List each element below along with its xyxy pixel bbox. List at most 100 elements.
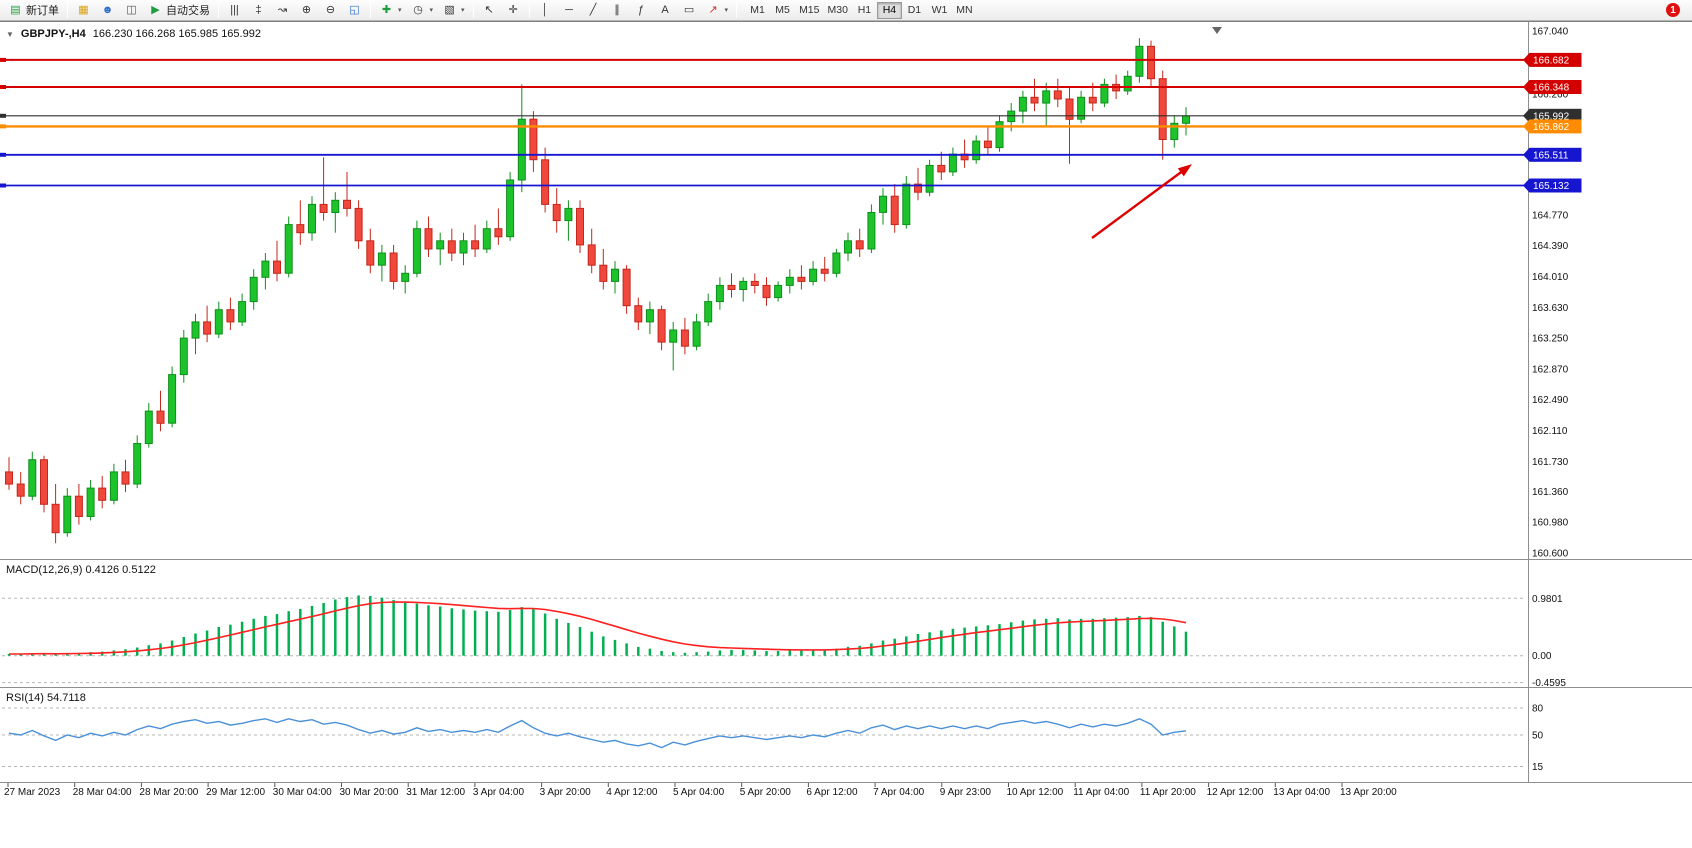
price-line-tag[interactable] (1529, 108, 1582, 123)
new-order-button[interactable]: ▤ 新订单 (4, 1, 63, 19)
candle-body (715, 284, 724, 303)
candle-body (576, 207, 584, 246)
x-axis-label: 7 Apr 04:00 (873, 787, 925, 798)
chart-canvas[interactable]: 167.040 166.260 164.770 164.390 164.010 163.6… (0, 22, 1692, 848)
candle-body (331, 199, 340, 214)
price-line-tag[interactable] (1523, 178, 1530, 193)
text-tool-icon: A (661, 3, 669, 16)
chart-shift-marker[interactable] (1212, 27, 1222, 34)
timeframe-M5[interactable]: M5 (770, 2, 795, 19)
hline-left-marker[interactable] (0, 124, 6, 129)
toolbar-separator (528, 2, 530, 18)
line-chart-icon: ↝ (277, 3, 288, 16)
annotation-arrow-head[interactable] (1177, 164, 1192, 177)
crosshair-icon: ✛ (508, 3, 518, 16)
candle-body (1065, 98, 1074, 120)
x-axis-label: 11 Apr 20:00 (1140, 787, 1196, 798)
notification-badge[interactable]: 1 (1666, 3, 1680, 17)
arrows-tool-icon: ↗ (708, 3, 718, 16)
crosshair-button[interactable]: ✛ (502, 1, 525, 19)
hline-left-marker[interactable] (0, 183, 6, 188)
indicators-button[interactable]: ✚ ▾ (375, 1, 406, 19)
hline-left-marker[interactable] (0, 152, 6, 157)
timeframe-W1[interactable]: W1 (927, 2, 952, 19)
price-line-tag[interactable] (1529, 80, 1582, 94)
fibonacci-button[interactable]: ƒ (630, 1, 653, 19)
rsi-label: RSI(14) 54.7118 (6, 692, 86, 704)
price-line-tag-label: 166.348 (1533, 83, 1570, 94)
auto-trading-icon: ▶ (151, 3, 160, 16)
candle-body (366, 240, 375, 266)
timeframe-H4[interactable]: H4 (876, 1, 902, 19)
candle-body (144, 410, 153, 445)
timeframe-M1[interactable]: M1 (745, 2, 770, 19)
candle-body (937, 164, 946, 173)
templates-button[interactable]: ▧ ▾ (438, 1, 469, 19)
terminal-button[interactable]: ◫ (120, 1, 143, 19)
ohlc-values: 166.230 166.268 165.985 165.992 (92, 28, 261, 40)
price-line-tag[interactable] (1523, 108, 1530, 123)
timeframe-H1[interactable]: H1 (852, 2, 877, 19)
candle-body (412, 228, 421, 274)
hline-left-marker[interactable] (0, 113, 6, 118)
dropdown-icon: ▾ (429, 7, 434, 14)
timeframe-M30[interactable]: M30 (824, 2, 852, 19)
price-line-tag[interactable] (1529, 52, 1582, 67)
market-watch-icon: ▦ (78, 3, 89, 16)
text-tool-button[interactable]: A (654, 1, 677, 19)
candle-body (774, 284, 783, 299)
periods-button[interactable]: ◷ ▾ (407, 1, 438, 19)
text-label-button[interactable]: ▭ (678, 1, 701, 19)
price-line-tag[interactable] (1523, 147, 1530, 162)
price-line-tag[interactable] (1529, 178, 1582, 193)
cursor-icon: ↖ (484, 3, 494, 16)
timeframe-MN[interactable]: MN (952, 2, 977, 19)
price-line-tag[interactable] (1529, 119, 1582, 134)
zoom-in-button[interactable]: ⊕ (295, 1, 318, 19)
hline-left-marker[interactable] (0, 85, 6, 89)
x-axis-label: 5 Apr 20:00 (740, 787, 792, 798)
candle-body (459, 240, 468, 254)
horizontal-line-button[interactable]: ─ (558, 1, 581, 19)
line-chart-button[interactable]: ↝ (271, 1, 294, 19)
candle-body (28, 459, 37, 497)
price-line-tag-label: 165.511 (1533, 150, 1569, 161)
x-axis-label: 6 Apr 12:00 (806, 787, 858, 798)
auto-trading-button[interactable]: ▶ 自动交易 (144, 1, 214, 19)
candle-body (622, 268, 631, 307)
vertical-line-button[interactable]: │ (534, 1, 557, 19)
candle-body (879, 195, 887, 213)
price-line-tag[interactable] (1523, 52, 1530, 67)
channel-button[interactable]: ∥ (606, 1, 629, 19)
price-axis-label: 164.010 (1532, 272, 1569, 283)
price-line-tag[interactable] (1523, 80, 1530, 94)
candlestick-chart-button[interactable]: ‡ (247, 1, 270, 19)
timeframe-M15[interactable]: M15 (795, 2, 823, 19)
candle-body (40, 459, 48, 505)
x-axis-label: 10 Apr 12:00 (1007, 787, 1064, 798)
hline-left-marker[interactable] (0, 57, 6, 62)
candle-body (1030, 96, 1039, 104)
bar-chart-button[interactable]: ||| (223, 1, 246, 19)
annotation-arrow[interactable] (1091, 169, 1185, 239)
navigator-button[interactable]: ☻ (96, 1, 119, 19)
candle-body (214, 309, 223, 335)
cursor-button[interactable]: ↖ (478, 1, 501, 19)
x-axis-label: 12 Apr 12:00 (1207, 787, 1264, 798)
zoom-out-button[interactable]: ⊖ (319, 1, 342, 19)
market-watch-button[interactable]: ▦ (72, 1, 95, 19)
price-line-tag[interactable] (1529, 147, 1582, 162)
timeframe-D1[interactable]: D1 (902, 2, 927, 19)
candle-body (925, 164, 934, 193)
price-axis-label: 167.040 (1532, 26, 1569, 37)
collapse-icon[interactable]: ▼ (6, 29, 14, 39)
candle-body (5, 471, 13, 485)
navigator-icon: ☻ (101, 3, 114, 16)
x-axis-label: 27 Mar 2023 (4, 787, 61, 798)
x-axis-label: 4 Apr 12:00 (606, 787, 658, 798)
arrows-tool-button[interactable]: ↗ ▾ (702, 1, 733, 19)
tile-windows-button[interactable]: ◱ (343, 1, 366, 19)
price-line-tag[interactable] (1523, 119, 1530, 134)
x-axis-label: 29 Mar 12:00 (206, 787, 265, 798)
trendline-button[interactable]: ╱ (582, 1, 605, 19)
